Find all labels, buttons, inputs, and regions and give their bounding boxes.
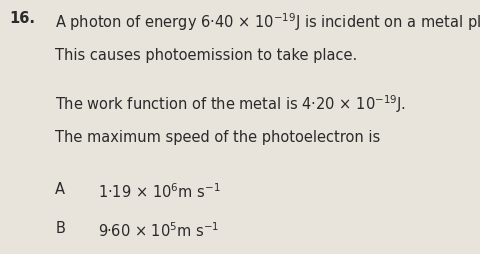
- Text: A photon of energy 6·40 × 10$^{-19}$J is incident on a metal plate.: A photon of energy 6·40 × 10$^{-19}$J is…: [55, 11, 480, 33]
- Text: B: B: [55, 220, 65, 235]
- Text: 16.: 16.: [10, 11, 36, 26]
- Text: The work function of the metal is 4·20 × 10$^{-19}$J.: The work function of the metal is 4·20 ×…: [55, 93, 406, 114]
- Text: A: A: [55, 181, 65, 196]
- Text: 9·60 × 10$^5$m s$^{-1}$: 9·60 × 10$^5$m s$^{-1}$: [98, 220, 220, 239]
- Text: This causes photoemission to take place.: This causes photoemission to take place.: [55, 48, 358, 63]
- Text: 1·19 × 10$^6$m s$^{-1}$: 1·19 × 10$^6$m s$^{-1}$: [98, 181, 221, 200]
- Text: The maximum speed of the photoelectron is: The maximum speed of the photoelectron i…: [55, 130, 381, 145]
